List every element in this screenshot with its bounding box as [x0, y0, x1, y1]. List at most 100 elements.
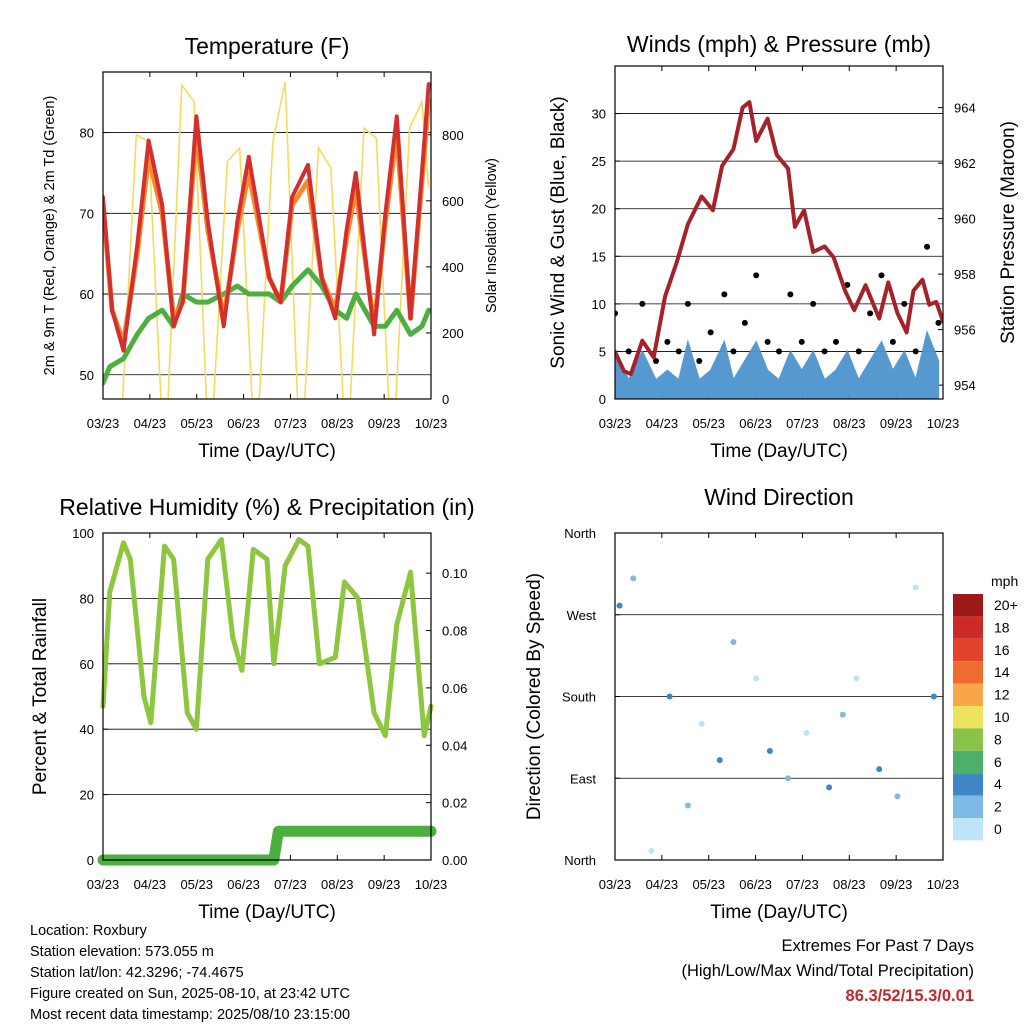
humidity-ytick-label: 20	[80, 788, 94, 803]
winds-ytick-label: 10	[592, 297, 606, 312]
direction-point	[698, 720, 705, 727]
winds-xtick-label: 05/23	[692, 416, 725, 431]
direction-point	[684, 802, 691, 809]
legend-label: 12	[994, 687, 1010, 703]
temp-2m-line	[103, 82, 431, 353]
direction-xtick-label: 04/23	[646, 877, 679, 892]
legend-label: 8	[994, 731, 1002, 747]
winds-xtick-label: 09/23	[880, 416, 913, 431]
humidity-xtick-label: 05/23	[180, 877, 213, 892]
temperature-plot-frame	[102, 71, 432, 400]
winds-series	[615, 100, 943, 399]
direction-point	[630, 575, 637, 582]
direction-title: Wind Direction	[704, 484, 854, 510]
direction-point	[894, 793, 901, 800]
legend-label: 20+	[994, 597, 1018, 613]
recent-timestamp: Most recent data timestamp: 2025/08/10 2…	[30, 1007, 351, 1023]
direction-xtick-label: 05/23	[692, 877, 725, 892]
legend-label: 6	[994, 754, 1002, 770]
temperature-ylabel-left: 2m & 9m T (Red, Orange) & 2m Td (Green)	[42, 96, 58, 376]
extremes-subtitle: (High/Low/Max Wind/Total Precipitation)	[681, 962, 974, 980]
gust-point	[924, 243, 931, 250]
humidity-xtick-label: 08/23	[321, 877, 354, 892]
legend-label: 0	[994, 821, 1002, 837]
legend-label: 14	[994, 664, 1010, 680]
temperature-ytick-label: 60	[80, 287, 94, 302]
winds-xtick-label: 08/23	[833, 416, 866, 431]
temperature-xtick-label: 06/23	[227, 416, 260, 431]
pressure-line	[615, 100, 943, 376]
gust-point	[653, 357, 659, 364]
winds-ytick-right-label: 962	[954, 156, 976, 171]
direction-point	[730, 639, 737, 645]
gust-point	[721, 291, 728, 298]
temperature-ytick-right-label: 600	[442, 194, 464, 209]
legend-swatch	[953, 773, 983, 796]
winds-ylabel-right: Station Pressure (Maroon)	[998, 121, 1019, 344]
direction-xlabel: Time (Day/UTC)	[710, 902, 848, 923]
temperature-xtick-label: 05/23	[180, 416, 213, 431]
gust-point	[741, 319, 748, 326]
direction-point	[912, 584, 919, 591]
humidity-ytick-right-label: 0.06	[442, 681, 467, 696]
legend-swatch	[953, 661, 983, 684]
winds-xtick-label: 03/23	[599, 416, 632, 431]
temperature-ytick-label: 70	[80, 206, 94, 221]
station-location: Location: Roxbury	[30, 923, 147, 939]
direction-ytick-label: North	[564, 853, 596, 868]
winds-ytick-label: 5	[599, 344, 606, 359]
gust-point	[707, 329, 714, 336]
station-elevation: Station elevation: 573.055 m	[30, 944, 214, 960]
legend-swatch	[953, 818, 983, 841]
wind-speed-area	[615, 329, 940, 399]
legend-label: 2	[994, 799, 1002, 815]
temperature-title: Temperature (F)	[185, 33, 350, 59]
direction-ytick-label: East	[570, 771, 596, 786]
direction-xtick-label: 09/23	[880, 877, 913, 892]
gust-point	[776, 348, 782, 355]
legend-swatch	[953, 750, 983, 774]
temperature-xtick-label: 10/23	[415, 416, 448, 431]
gust-point	[787, 291, 794, 298]
extremes-box: Extremes For Past 7 Days (High/Low/Max W…	[681, 934, 974, 1009]
gust-point	[935, 319, 942, 326]
direction-point	[785, 775, 792, 782]
direction-xtick-label: 03/23	[599, 877, 632, 892]
winds-ytick-right-label: 956	[954, 323, 976, 338]
humidity-xtick-label: 10/23	[415, 877, 448, 892]
gust-point	[639, 300, 646, 307]
legend-swatch	[953, 683, 983, 706]
humidity-ytick-label: 80	[80, 591, 94, 606]
legend-swatch	[953, 706, 983, 729]
relative-humidity-line	[100, 537, 434, 739]
winds-ytick-label: 20	[592, 202, 606, 217]
gust-point	[684, 300, 691, 307]
direction-point	[666, 693, 673, 700]
humidity-ytick-right-label: 0.04	[442, 738, 467, 753]
winds-ytick-right-label: 960	[954, 212, 976, 227]
humidity-ytick-right-label: 0.08	[442, 624, 467, 639]
gust-point	[730, 348, 737, 355]
temperature-xtick-label: 04/23	[134, 416, 167, 431]
temperature-xtick-label: 09/23	[368, 416, 401, 431]
humidity-xtick-label: 04/23	[134, 877, 167, 892]
gust-point	[889, 338, 896, 345]
temperature-ytick-right-label: 800	[442, 128, 464, 143]
temperature-xtick-label: 08/23	[321, 416, 354, 431]
humidity-ytick-right-label: 0.02	[442, 796, 467, 811]
winds-xtick-label: 06/23	[739, 416, 772, 431]
temperature-ytick-label: 50	[80, 368, 94, 383]
total-rainfall-line	[97, 825, 437, 866]
humidity-ytick-label: 0	[87, 853, 94, 868]
gust-point	[867, 310, 874, 317]
direction-plot-frame	[614, 532, 944, 861]
direction-xtick-label: 10/23	[927, 877, 960, 892]
extremes-values: 86.3/52/15.3/0.01	[845, 987, 974, 1005]
gust-point	[664, 338, 671, 345]
direction-point	[766, 748, 773, 754]
winds-xtick-label: 10/23	[927, 416, 960, 431]
extremes-title: Extremes For Past 7 Days	[781, 937, 974, 955]
humidity-ytick-label: 60	[80, 657, 94, 672]
winds-ytick-right-label: 958	[954, 267, 976, 282]
gust-point	[855, 348, 862, 355]
